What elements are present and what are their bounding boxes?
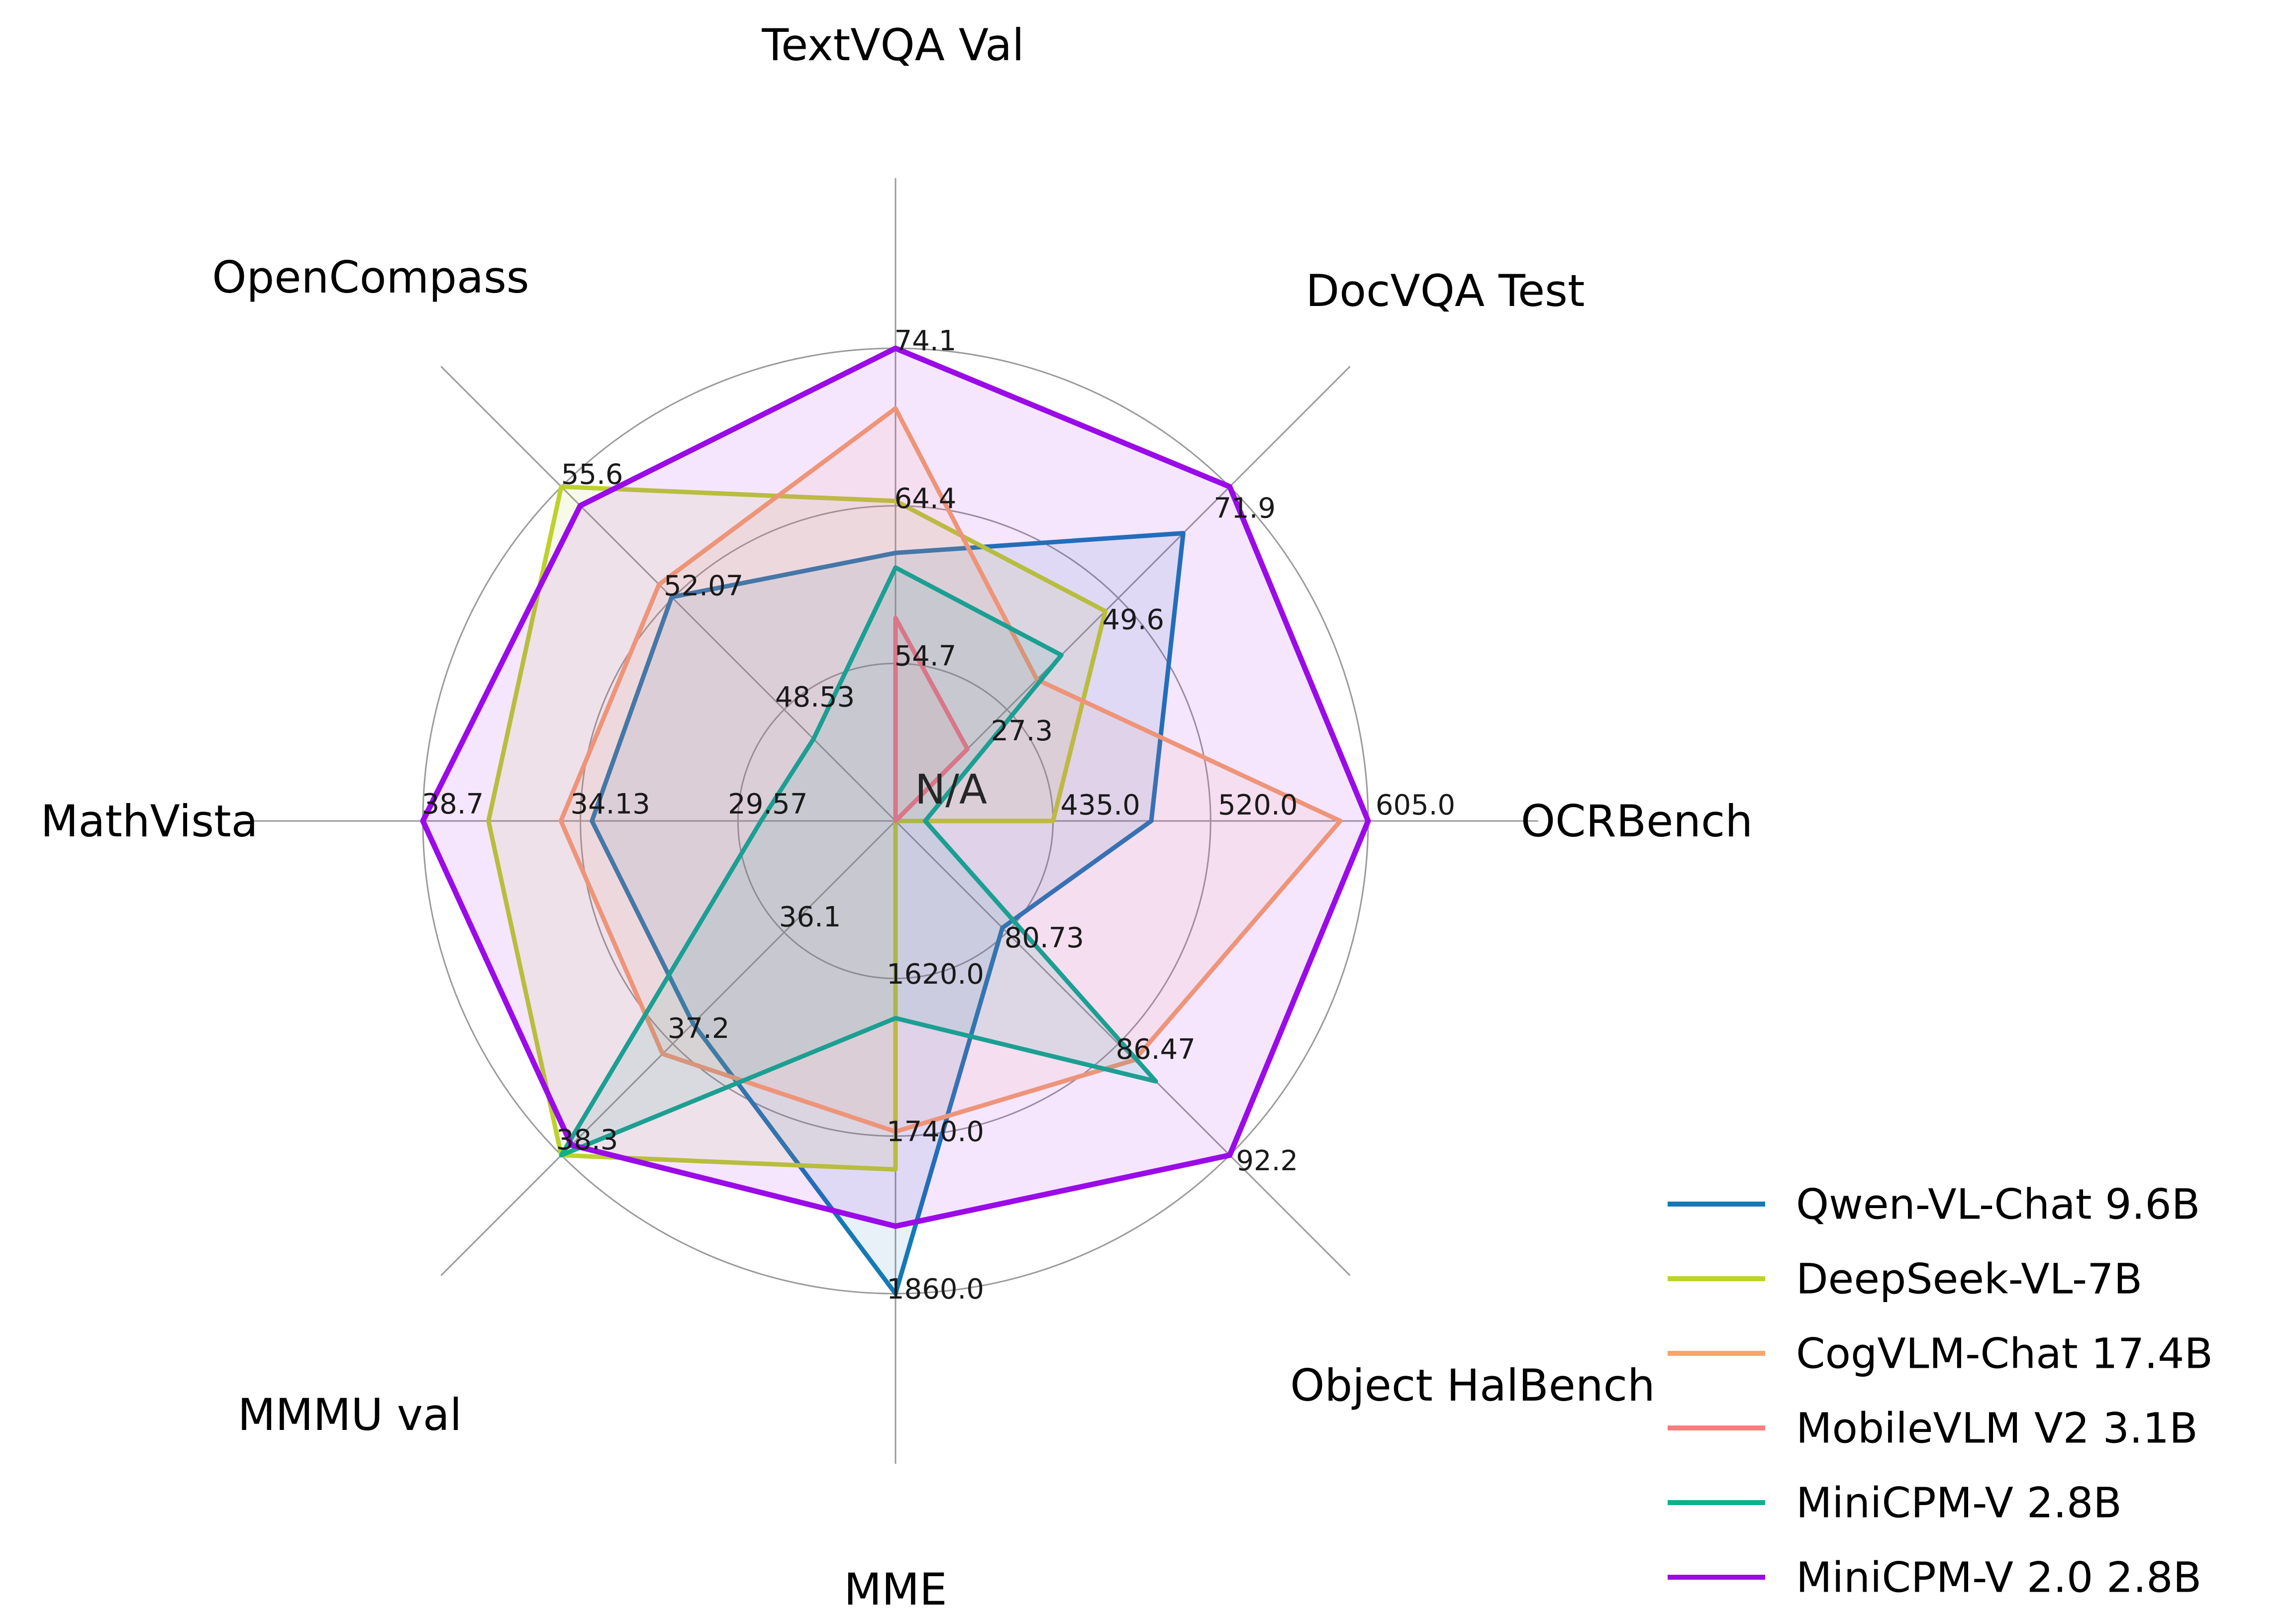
legend-label: MiniCPM-V 2.0 2.8B [1796, 1553, 2201, 1602]
legend-item: MiniCPM-V 2.8B [1668, 1478, 2122, 1527]
tick-label: 34.13 [571, 788, 650, 820]
tick-label: 1860.0 [887, 1273, 984, 1306]
tick-label: 520.0 [1218, 789, 1297, 821]
tick-label: 38.7 [422, 788, 484, 820]
axis-title-object-halbench: Object HalBench [1290, 1360, 1655, 1411]
tick-label: 1620.0 [887, 958, 984, 991]
tick-label: 38.3 [556, 1124, 618, 1156]
tick-label: 55.6 [561, 458, 623, 491]
axis-title-opencompass: OpenCompass [212, 252, 529, 303]
legend-item: Qwen-VL-Chat 9.6B [1668, 1180, 2200, 1228]
tick-label: 37.2 [668, 1013, 730, 1045]
center-na-label: N/A [915, 766, 987, 813]
legend-item: MobileVLM V2 3.1B [1668, 1404, 2198, 1452]
tick-label: 29.57 [728, 788, 807, 820]
tick-label: 54.7 [895, 640, 957, 673]
series-polygon-cogvlm-chat-17-4b [558, 406, 1343, 1134]
series-polygon-mobilevlm-v2-3-1b [893, 615, 970, 823]
axis-title-mathvista: MathVista [40, 796, 258, 847]
axis-titles: TextVQA Val DocVQA Test OCRBench Object Hal… [40, 19, 1753, 1615]
legend-label: MiniCPM-V 2.8B [1796, 1478, 2122, 1527]
tick-label: 27.3 [991, 715, 1053, 747]
axis-title-docvqa-test: DocVQA Test [1306, 265, 1585, 316]
legend-label: MobileVLM V2 3.1B [1796, 1404, 2198, 1452]
legend-item: MiniCPM-V 2.0 2.8B [1668, 1553, 2201, 1602]
tick-label: 64.4 [895, 483, 957, 515]
legend-label: DeepSeek-VL-7B [1796, 1254, 2142, 1303]
legend-item: DeepSeek-VL-7B [1668, 1254, 2142, 1303]
tick-label: 71.9 [1213, 492, 1276, 524]
tick-label: 86.47 [1116, 1033, 1196, 1066]
tick-label: 80.73 [1004, 922, 1084, 954]
radial-tick-labels: 54.7 64.4 74.1 27.3 49.6 71.9 435.0 520.0 605.0 8… [422, 325, 1456, 1306]
legend: Qwen-VL-Chat 9.6B DeepSeek-VL-7B CogVLM-Ch… [1668, 1180, 2213, 1602]
series-polygon-minicpm-v-2-0-2-8b [420, 345, 1371, 1229]
axis-title-textvqa-val: TextVQA Val [761, 19, 1024, 71]
axis-spoke [440, 366, 897, 822]
axis-spoke [895, 820, 1351, 1276]
axis-title-mme: MME [844, 1564, 947, 1615]
tick-label: 605.0 [1376, 789, 1455, 821]
tick-label: 435.0 [1061, 789, 1140, 821]
tick-label: 52.07 [664, 570, 743, 602]
legend-label: CogVLM-Chat 17.4B [1796, 1329, 2213, 1378]
tick-label: 74.1 [895, 325, 957, 357]
axis-title-mmmu-val: MMMU val [238, 1389, 462, 1440]
series-polygons [420, 345, 1371, 1296]
tick-label: 49.6 [1102, 604, 1164, 636]
series-polygon-qwen-vl-chat-9-6b [590, 531, 1186, 1296]
series-polygon-minicpm-v-2-8b [559, 565, 1158, 1158]
tick-label: 48.53 [775, 681, 855, 713]
axis-title-ocrbench: OCRBench [1521, 796, 1753, 847]
tick-label: 92.2 [1236, 1145, 1298, 1177]
tick-label: 36.1 [779, 901, 841, 933]
tick-label: 1740.0 [887, 1116, 984, 1148]
axis-spoke [440, 820, 897, 1276]
legend-label: Qwen-VL-Chat 9.6B [1796, 1180, 2200, 1228]
legend-item: CogVLM-Chat 17.4B [1668, 1329, 2213, 1378]
axis-spoke [895, 366, 1351, 822]
